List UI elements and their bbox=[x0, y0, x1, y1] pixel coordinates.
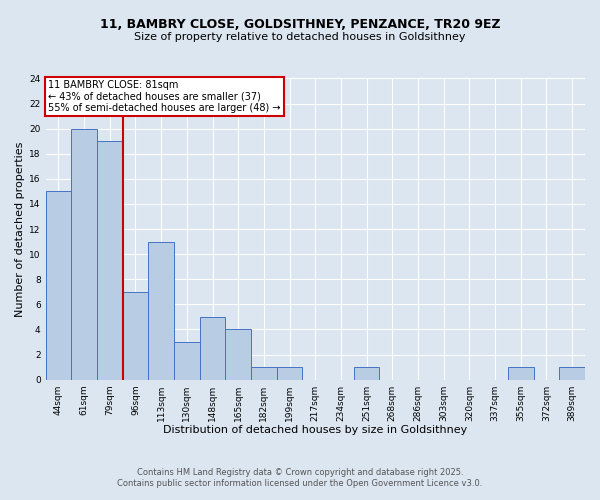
Y-axis label: Number of detached properties: Number of detached properties bbox=[15, 142, 25, 316]
Bar bbox=[71, 128, 97, 380]
Bar bbox=[226, 330, 251, 380]
Bar bbox=[122, 292, 148, 380]
Bar bbox=[200, 317, 226, 380]
Bar bbox=[354, 367, 379, 380]
X-axis label: Distribution of detached houses by size in Goldsithney: Distribution of detached houses by size … bbox=[163, 425, 467, 435]
Bar bbox=[46, 192, 71, 380]
Text: 11 BAMBRY CLOSE: 81sqm
← 43% of detached houses are smaller (37)
55% of semi-det: 11 BAMBRY CLOSE: 81sqm ← 43% of detached… bbox=[48, 80, 281, 113]
Bar bbox=[559, 367, 585, 380]
Bar bbox=[251, 367, 277, 380]
Text: 11, BAMBRY CLOSE, GOLDSITHNEY, PENZANCE, TR20 9EZ: 11, BAMBRY CLOSE, GOLDSITHNEY, PENZANCE,… bbox=[100, 18, 500, 30]
Bar bbox=[508, 367, 533, 380]
Bar bbox=[174, 342, 200, 380]
Text: Contains HM Land Registry data © Crown copyright and database right 2025.
Contai: Contains HM Land Registry data © Crown c… bbox=[118, 468, 482, 487]
Bar bbox=[97, 141, 122, 380]
Bar bbox=[277, 367, 302, 380]
Bar bbox=[148, 242, 174, 380]
Text: Size of property relative to detached houses in Goldsithney: Size of property relative to detached ho… bbox=[134, 32, 466, 42]
